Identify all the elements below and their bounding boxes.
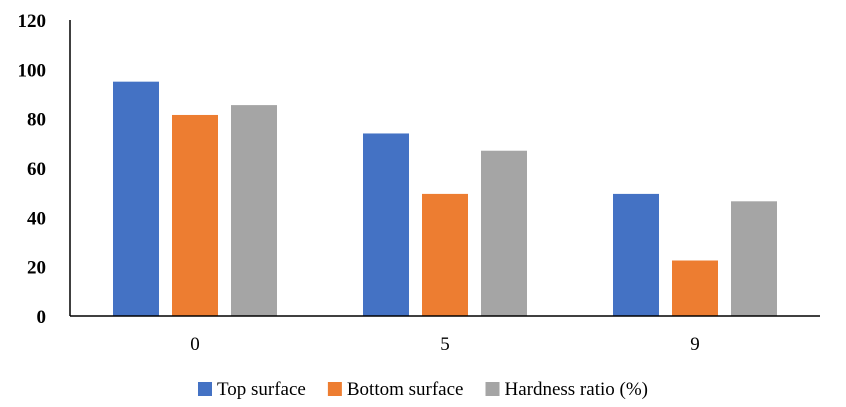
legend-label: Top surface [217, 379, 306, 400]
bar-top-surface-9 [613, 193, 659, 316]
y-tick-label: 20 [27, 258, 46, 279]
x-tick-label: 5 [440, 334, 450, 355]
y-tick-label: 60 [27, 159, 46, 180]
bar-top-surface-0 [113, 81, 159, 317]
bar-top-surface-5 [363, 133, 409, 316]
bar-bottom-surface-5 [422, 193, 468, 316]
legend-label: Hardness ratio (%) [504, 379, 648, 400]
y-tick-label: 80 [27, 110, 46, 131]
bar-hardness-ratio-9 [731, 201, 777, 316]
legend-swatch [485, 382, 500, 396]
bars [113, 81, 777, 317]
x-axis-ticks: 0 5 9 [190, 334, 700, 355]
legend-item: Hardness ratio (%) [485, 379, 648, 400]
y-tick-label: 0 [37, 307, 47, 328]
x-tick-label: 9 [690, 334, 700, 355]
y-tick-label: 40 [27, 208, 46, 229]
y-tick-label: 120 [18, 11, 47, 32]
legend-item: Top surface [197, 379, 306, 400]
legend: Top surface Bottom surface Hardness ratio … [197, 379, 648, 400]
bar-hardness-ratio-0 [231, 105, 277, 316]
x-tick-label: 0 [190, 334, 200, 355]
bar-hardness-ratio-5 [481, 150, 527, 316]
legend-swatch [197, 382, 212, 396]
bar-bottom-surface-0 [172, 114, 218, 316]
legend-label: Bottom surface [347, 379, 464, 400]
y-axis-ticks: 0 20 40 60 80 100 120 [18, 11, 47, 328]
y-tick-label: 100 [18, 60, 47, 81]
legend-swatch [327, 382, 342, 396]
legend-item: Bottom surface [327, 379, 464, 400]
bar-bottom-surface-9 [672, 260, 718, 316]
